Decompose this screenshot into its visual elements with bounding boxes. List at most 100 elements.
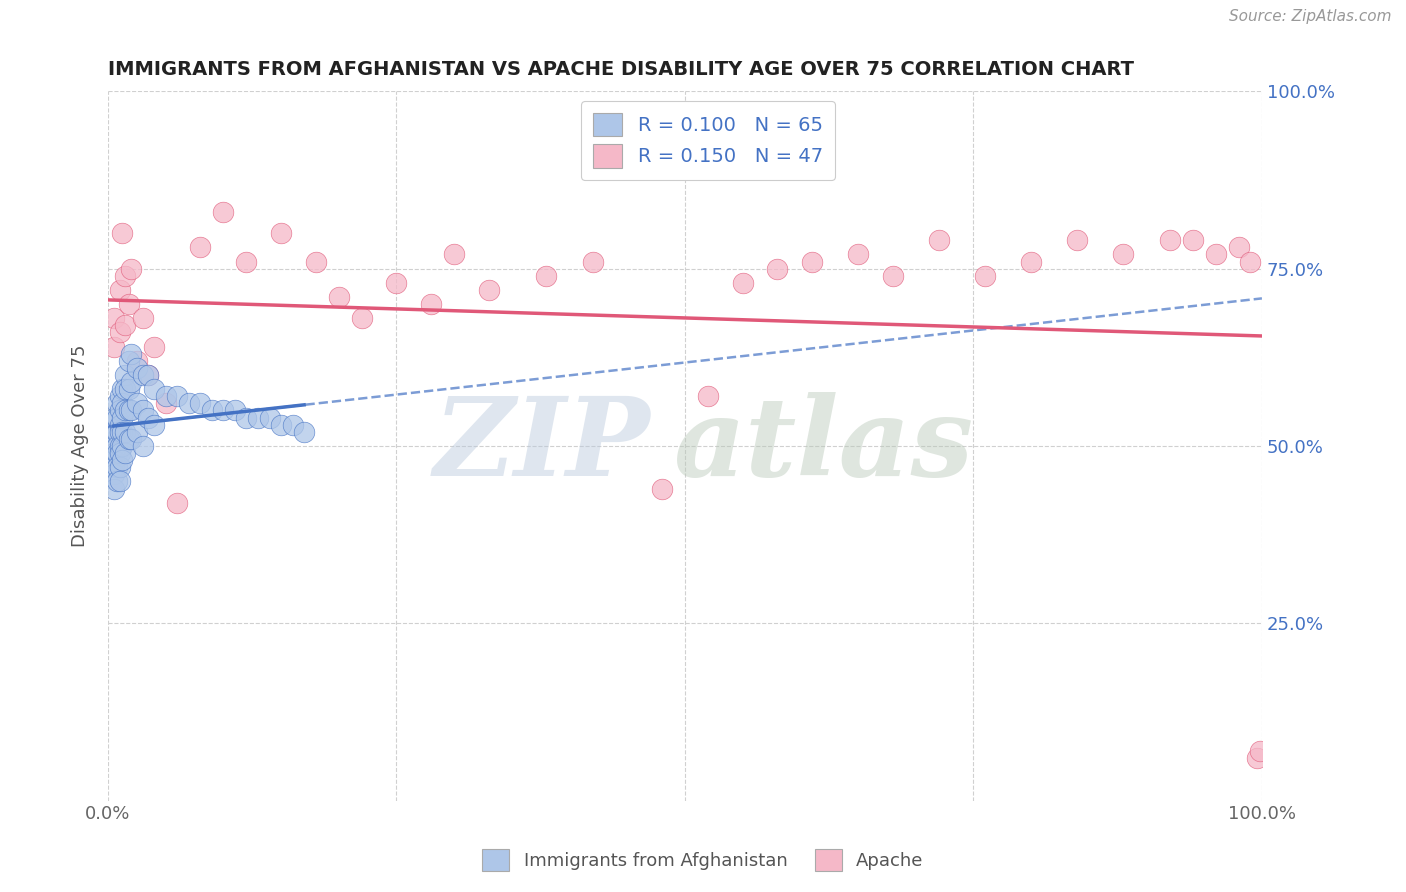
Point xyxy=(224,403,246,417)
Point xyxy=(536,268,558,283)
Point xyxy=(143,417,166,432)
Point xyxy=(177,396,200,410)
Point xyxy=(138,410,160,425)
Point xyxy=(1239,254,1261,268)
Point xyxy=(108,283,131,297)
Point xyxy=(766,261,789,276)
Point xyxy=(125,360,148,375)
Point xyxy=(143,382,166,396)
Point xyxy=(125,354,148,368)
Point xyxy=(1246,751,1268,765)
Point xyxy=(201,403,224,417)
Point xyxy=(188,240,211,254)
Point xyxy=(120,432,142,446)
Point xyxy=(103,446,125,460)
Point xyxy=(114,446,136,460)
Point xyxy=(270,226,292,240)
Point xyxy=(118,297,141,311)
Point xyxy=(108,403,131,417)
Point xyxy=(731,276,754,290)
Point xyxy=(103,410,125,425)
Point xyxy=(846,247,869,261)
Text: atlas: atlas xyxy=(673,392,974,500)
Point xyxy=(1249,744,1271,758)
Point xyxy=(1066,233,1088,247)
Point xyxy=(114,403,136,417)
Point xyxy=(103,467,125,482)
Point xyxy=(928,233,950,247)
Point xyxy=(1019,254,1042,268)
Point xyxy=(1227,240,1250,254)
Point xyxy=(235,410,257,425)
Point xyxy=(103,425,125,439)
Point xyxy=(105,396,128,410)
Point xyxy=(120,403,142,417)
Point xyxy=(270,417,292,432)
Point xyxy=(105,446,128,460)
Point xyxy=(259,410,281,425)
Point xyxy=(114,425,136,439)
Point xyxy=(131,311,153,326)
Point xyxy=(420,297,443,311)
Point xyxy=(155,396,177,410)
Y-axis label: Disability Age Over 75: Disability Age Over 75 xyxy=(72,344,89,547)
Point xyxy=(111,425,134,439)
Point xyxy=(974,268,997,283)
Point xyxy=(114,268,136,283)
Point xyxy=(212,205,235,219)
Point xyxy=(1112,247,1135,261)
Point xyxy=(120,261,142,276)
Point xyxy=(103,460,125,475)
Legend: Immigrants from Afghanistan, Apache: Immigrants from Afghanistan, Apache xyxy=(475,842,931,879)
Legend: R = 0.100   N = 65, R = 0.150   N = 47: R = 0.100 N = 65, R = 0.150 N = 47 xyxy=(582,101,835,179)
Point xyxy=(108,389,131,403)
Point xyxy=(120,347,142,361)
Point xyxy=(103,453,125,467)
Point xyxy=(111,396,134,410)
Point xyxy=(108,326,131,340)
Point xyxy=(111,226,134,240)
Point xyxy=(166,496,188,510)
Text: Source: ZipAtlas.com: Source: ZipAtlas.com xyxy=(1229,9,1392,24)
Point xyxy=(131,368,153,382)
Point xyxy=(103,340,125,354)
Point xyxy=(118,354,141,368)
Point xyxy=(105,439,128,453)
Point xyxy=(108,475,131,489)
Point xyxy=(305,254,328,268)
Point xyxy=(138,368,160,382)
Point xyxy=(212,403,235,417)
Point xyxy=(235,254,257,268)
Point xyxy=(103,311,125,326)
Point xyxy=(111,410,134,425)
Point xyxy=(108,425,131,439)
Point xyxy=(1205,247,1227,261)
Point xyxy=(114,318,136,333)
Point xyxy=(108,460,131,475)
Point xyxy=(114,368,136,382)
Point xyxy=(108,446,131,460)
Point xyxy=(105,475,128,489)
Point xyxy=(118,382,141,396)
Point xyxy=(111,382,134,396)
Point xyxy=(188,396,211,410)
Point xyxy=(111,453,134,467)
Point xyxy=(118,432,141,446)
Point xyxy=(125,396,148,410)
Point xyxy=(120,375,142,389)
Point xyxy=(103,482,125,496)
Point xyxy=(108,439,131,453)
Point xyxy=(166,389,188,403)
Point xyxy=(651,482,673,496)
Point xyxy=(1159,233,1181,247)
Point xyxy=(697,389,720,403)
Point xyxy=(800,254,823,268)
Text: ZIP: ZIP xyxy=(433,392,651,500)
Point xyxy=(246,410,269,425)
Point xyxy=(155,389,177,403)
Point xyxy=(385,276,408,290)
Text: IMMIGRANTS FROM AFGHANISTAN VS APACHE DISABILITY AGE OVER 75 CORRELATION CHART: IMMIGRANTS FROM AFGHANISTAN VS APACHE DI… xyxy=(108,60,1135,78)
Point xyxy=(105,460,128,475)
Point xyxy=(292,425,315,439)
Point xyxy=(125,425,148,439)
